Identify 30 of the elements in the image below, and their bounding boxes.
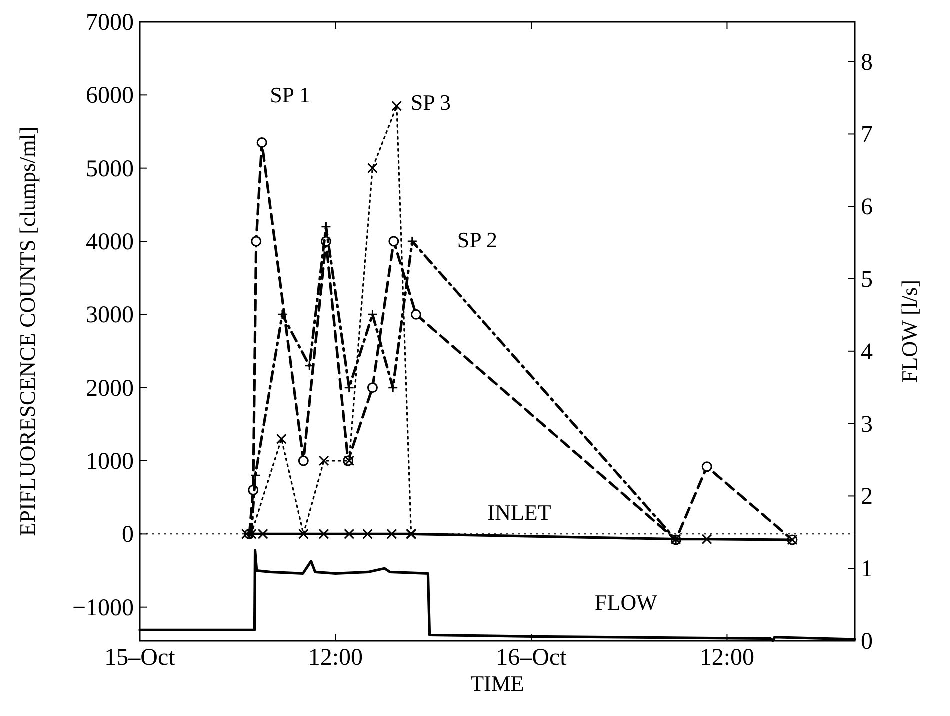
y-tick-label: 3000 [86,302,134,329]
x-tick-label: 12:00 [308,645,364,671]
series-label: SP 2 [457,228,498,253]
series-label: FLOW [595,590,658,616]
y-tick-label: 0 [122,522,134,548]
y2-tick-label: 1 [861,556,873,583]
y2-tick-label: 6 [861,194,873,221]
series-label: SP 3 [410,90,452,116]
series-label: SP 1 [270,82,310,108]
y2-tick-label: 7 [861,122,873,148]
y-tick-label: 5000 [86,156,134,182]
y-tick-label: 2000 [86,376,134,402]
y2-tick-label: 2 [861,484,873,510]
y2-tick-label: 4 [861,339,873,366]
y2-tick-label: 8 [861,50,873,76]
y-axis-title: EPIFLUORESCENCE COUNTS [clumps/ml] [15,126,40,536]
y2-tick-label: 0 [861,629,873,655]
y2-tick-label: 5 [861,267,873,294]
y-tick-label: 7000 [86,10,134,36]
series-label: INLET [488,500,552,526]
y-tick-label: −1000 [72,595,134,622]
y2-axis-title: FLOW [l/s] [897,280,922,383]
y2-tick-label: 3 [861,412,873,438]
y-tick-label: 4000 [86,230,134,256]
x-axis-title: TIME [470,671,524,696]
x-tick-label: 12:00 [700,645,755,671]
x-tick-label: 16–Oct [496,645,568,671]
y-tick-label: 1000 [86,449,134,476]
y-tick-label: 6000 [86,83,134,110]
x-tick-label: 15–Oct [104,645,176,671]
